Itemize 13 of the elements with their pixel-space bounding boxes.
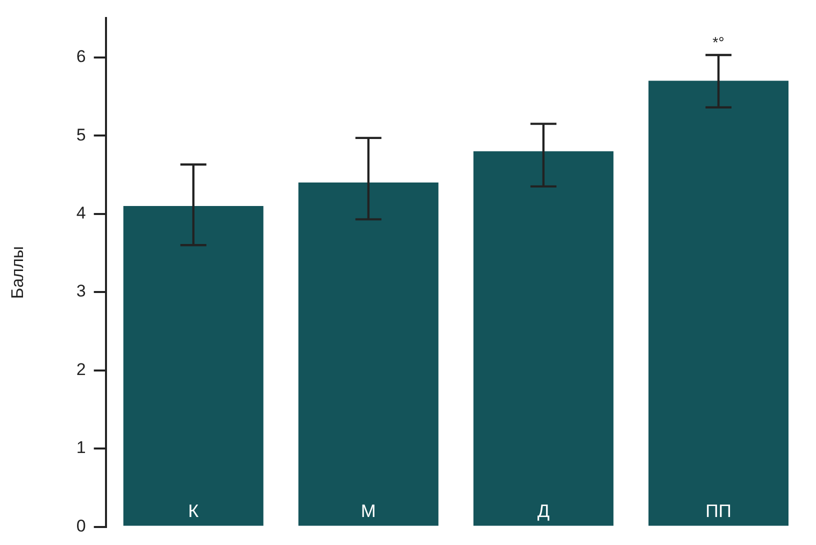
- y-tick-label: 2: [76, 360, 86, 379]
- x-tick-label: Д: [537, 500, 550, 521]
- y-tick-label: 5: [76, 125, 86, 144]
- x-tick-label: ПП: [706, 500, 732, 521]
- annotation: *°: [712, 34, 724, 52]
- y-tick-label: 3: [76, 282, 86, 301]
- x-tick-label: К: [188, 500, 200, 521]
- y-tick-label: 6: [76, 47, 86, 66]
- y-axis-title: Баллы: [8, 246, 27, 299]
- y-tick-label: 1: [76, 438, 86, 458]
- y-tick-label: 0: [76, 516, 86, 536]
- y-tick-label: 4: [76, 204, 86, 223]
- x-tick-label: М: [360, 500, 376, 521]
